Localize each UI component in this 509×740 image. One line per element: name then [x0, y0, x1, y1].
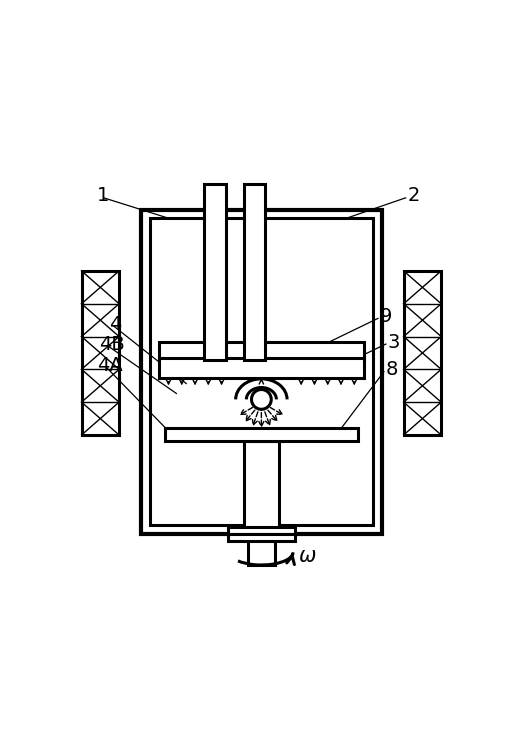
- Text: 3: 3: [387, 332, 400, 351]
- Bar: [247, 534, 275, 565]
- Text: 4A: 4A: [97, 356, 123, 375]
- Text: 4B: 4B: [99, 334, 125, 354]
- Text: 8: 8: [385, 360, 398, 379]
- Text: 9: 9: [379, 307, 391, 326]
- Bar: [149, 218, 373, 525]
- Bar: [228, 527, 294, 534]
- Bar: [81, 271, 119, 435]
- Bar: [228, 534, 294, 541]
- Bar: [403, 271, 440, 435]
- Bar: [158, 358, 363, 377]
- Circle shape: [251, 389, 271, 409]
- Bar: [158, 342, 363, 360]
- Bar: [204, 184, 225, 360]
- Text: $\omega$: $\omega$: [297, 546, 316, 566]
- Text: 2: 2: [407, 186, 419, 205]
- Bar: [140, 209, 381, 534]
- Text: 1: 1: [97, 186, 109, 205]
- Bar: [243, 441, 278, 534]
- Bar: [164, 428, 357, 441]
- Text: 4: 4: [109, 314, 121, 334]
- Bar: [243, 184, 265, 360]
